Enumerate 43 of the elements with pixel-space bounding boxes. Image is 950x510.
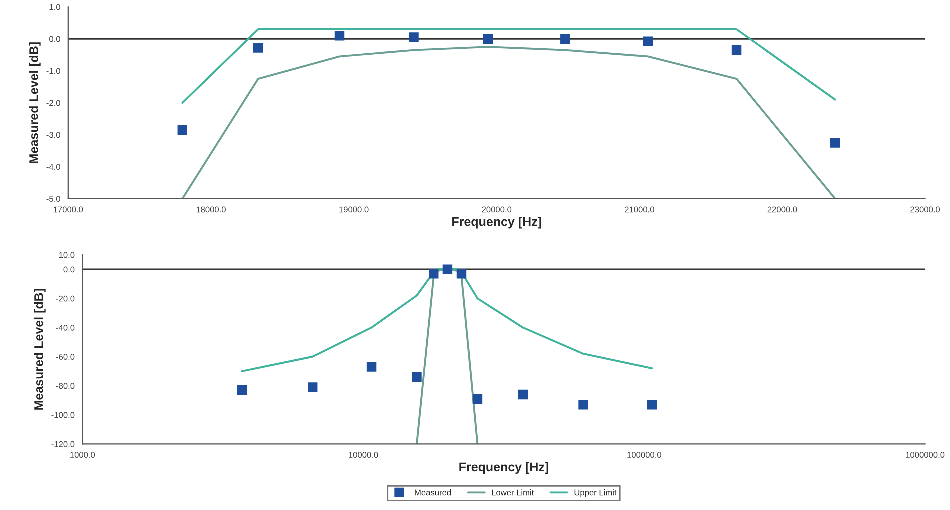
x-axis-title: Frequency [Hz] — [460, 462, 548, 474]
x-tick-label: 10000.0 — [349, 452, 378, 458]
y-tick-label: -20.0 — [56, 296, 75, 302]
legend-label: Lower Limit — [492, 490, 534, 496]
x-tick-label: 1000.0 — [70, 452, 96, 458]
legend-label: Measured — [415, 490, 452, 496]
legend-label: Upper Limit — [574, 490, 617, 498]
y-tick-label: -40.0 — [56, 324, 75, 331]
y-tick-label: -60.0 — [56, 354, 75, 360]
point — [334, 31, 345, 41]
y-tick-label: 0.0 — [50, 36, 60, 42]
x-tick-label: 21000.0 — [625, 206, 654, 213]
x-tick-label: 17000.0 — [54, 206, 84, 213]
x-tick-label: 100000.0 — [628, 452, 662, 458]
y-tick-label: -120.0 — [52, 441, 75, 448]
y-tick-label: -5.0 — [46, 196, 60, 202]
y-tick-label: 1.0 — [50, 4, 60, 10]
point — [830, 138, 840, 148]
x-tick-label: 22000.0 — [768, 206, 798, 213]
point — [732, 45, 742, 56]
x-tick-label: 19000.0 — [340, 206, 369, 213]
y-tick-label: -100.0 — [52, 412, 75, 418]
y-tick-label: -80.0 — [56, 383, 75, 390]
line-series — [182, 46, 836, 199]
point — [409, 32, 419, 42]
y-tick-label: 10.0 — [59, 252, 75, 258]
y-tick-label: -1.0 — [46, 68, 60, 74]
point — [560, 34, 570, 44]
point — [253, 43, 264, 53]
point — [178, 125, 188, 136]
y-tick-label: -2.0 — [46, 100, 60, 106]
y-tick-label: 0.0 — [64, 266, 75, 273]
y-axis-title: Measured Level [dB] — [29, 42, 41, 164]
point — [483, 34, 494, 44]
x-axis-title: Frequency [Hz] — [452, 217, 542, 229]
y-tick-label: -4.0 — [46, 164, 60, 170]
point — [643, 36, 654, 47]
x-tick-label: 18000.0 — [196, 206, 226, 213]
x-tick-label: 1000000.0 — [906, 452, 945, 458]
x-tick-label: 20000.0 — [482, 206, 512, 213]
y-axis-title: Measured Level [dB] — [34, 289, 46, 410]
y-tick-label: -3.0 — [46, 132, 60, 138]
x-tick-label: 23000.0 — [910, 206, 940, 213]
